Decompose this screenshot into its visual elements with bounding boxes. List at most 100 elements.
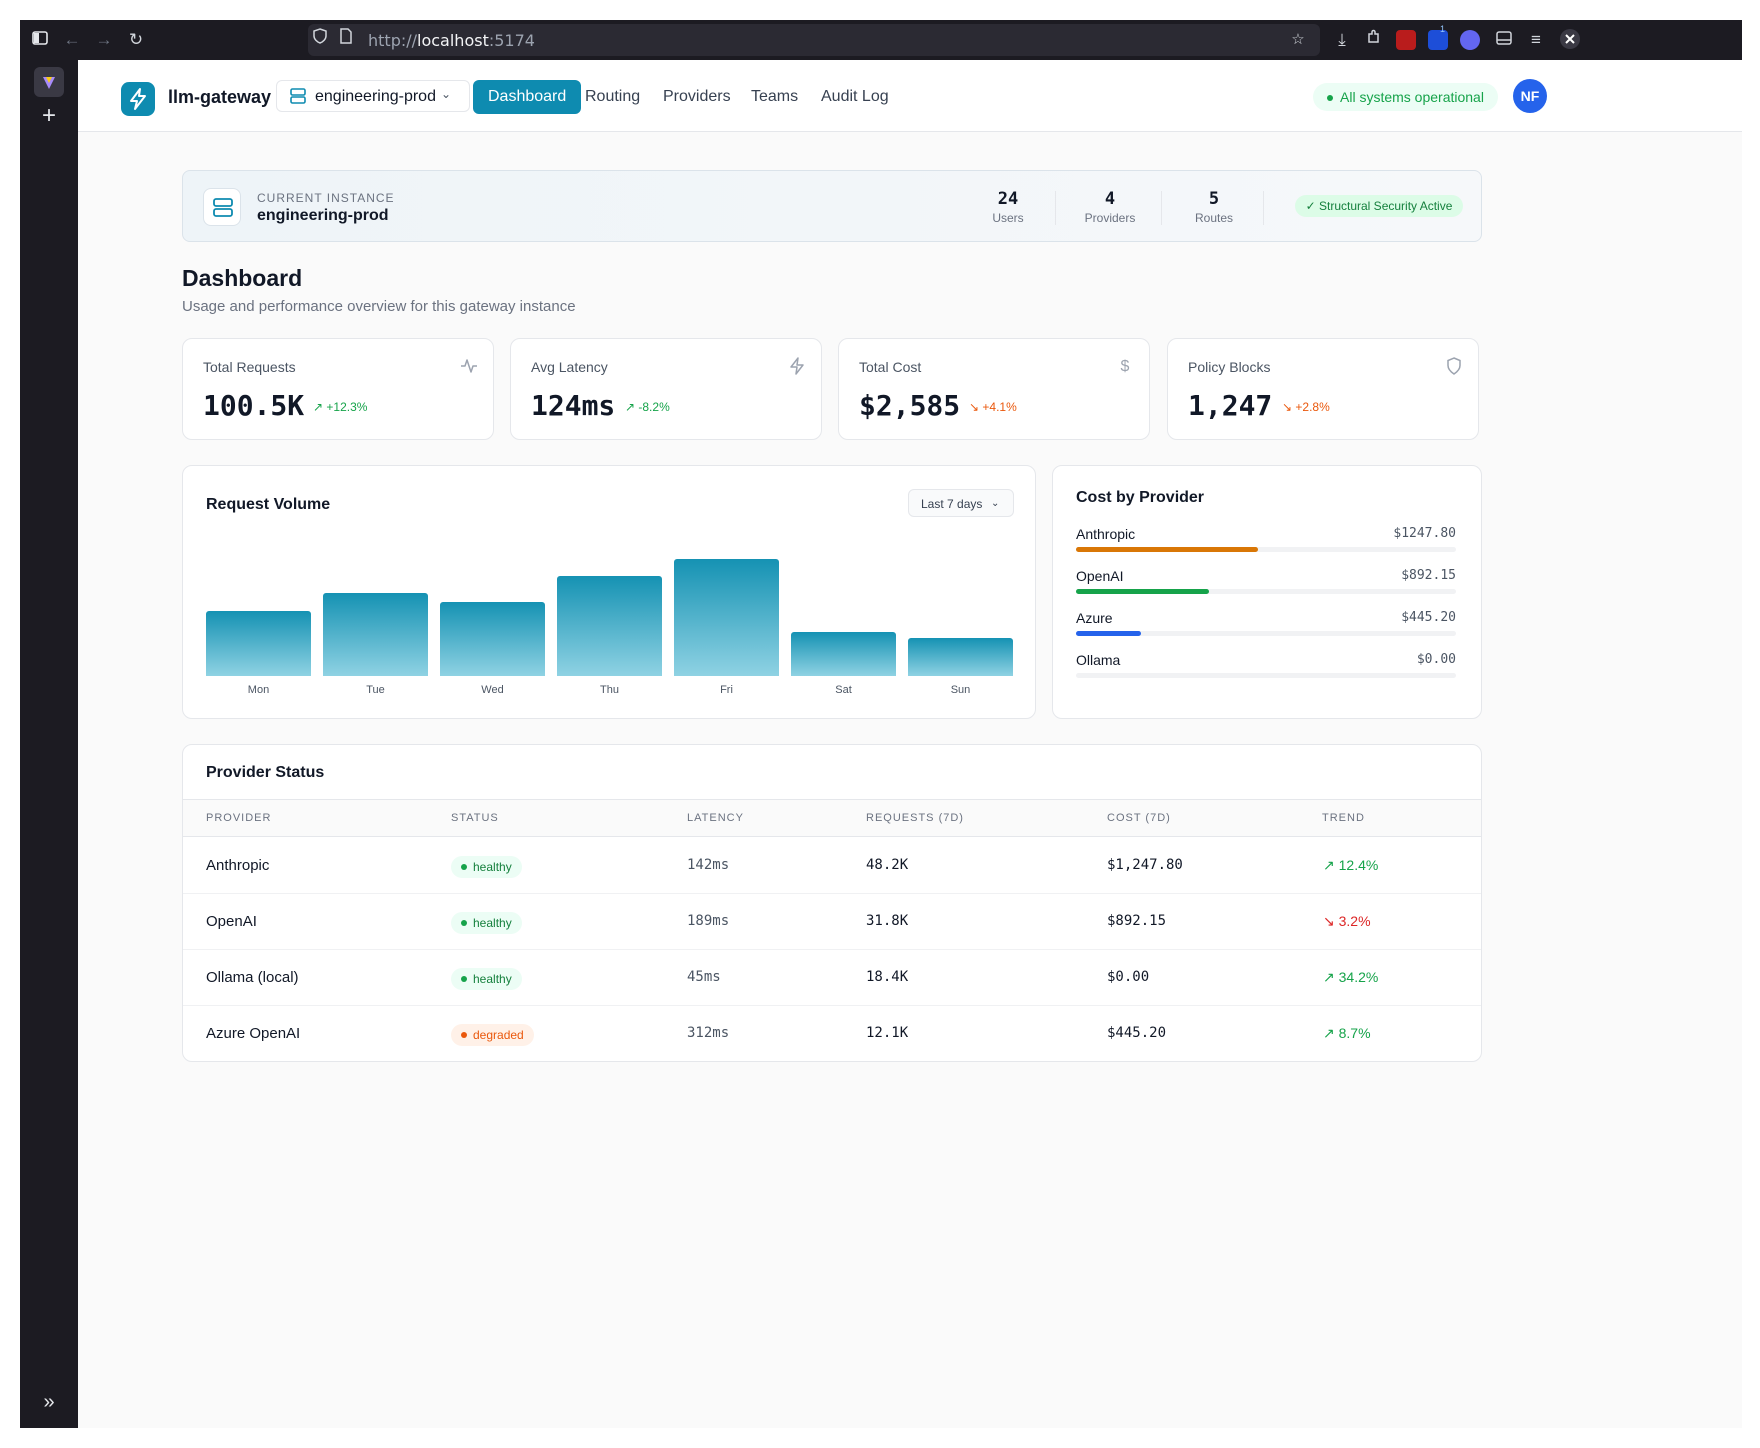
add-panel-icon[interactable]: + (41, 102, 56, 129)
requests-value: 31.8K (866, 913, 909, 929)
date-range-value: Last 7 days (921, 497, 983, 511)
forward-icon[interactable]: → (95, 30, 113, 49)
chart-bar[interactable] (908, 638, 1013, 676)
close-window-icon[interactable] (1558, 28, 1582, 52)
status-badge: degraded (451, 1024, 534, 1046)
stat-value: 5 (1208, 189, 1220, 209)
url-bar[interactable]: http://localhost:5174 ☆ (308, 24, 1320, 56)
extensions-icon[interactable] (1362, 28, 1386, 52)
shield-icon[interactable] (310, 28, 330, 52)
chart-bar[interactable] (440, 602, 545, 676)
trend-value: ↗ 12.4% (1323, 857, 1378, 874)
arrow-up-right-icon: ↗ (1323, 1025, 1339, 1041)
ublock-icon[interactable] (1396, 30, 1416, 50)
column-header[interactable]: COST (7D) (1107, 812, 1171, 824)
instance-selector-label: engineering-prod (315, 88, 436, 105)
stat-label: Routes (1194, 211, 1234, 225)
column-header[interactable]: PROVIDER (206, 812, 272, 824)
stat-value: 4 (1104, 189, 1116, 209)
app-header: llm-gateway engineering-prod ⌄ Dashboard… (78, 60, 1742, 132)
cost-progress-track (1076, 547, 1456, 552)
provider-name: Ollama (local) (206, 969, 299, 986)
requests-value: 48.2K (866, 857, 909, 873)
column-header[interactable]: REQUESTS (7D) (866, 812, 964, 824)
menu-icon[interactable]: ≡ (1531, 30, 1541, 49)
instance-banner: CURRENT INSTANCE engineering-prod 24 Use… (182, 170, 1482, 242)
status-badge: healthy (451, 856, 522, 878)
arrow-up-right-icon: ↗ (1323, 857, 1339, 873)
chart-bar[interactable] (323, 593, 428, 676)
stat-card-delta: ↗ -8.2% (625, 400, 670, 414)
chart-x-label: Thu (600, 684, 619, 696)
status-dot-icon (461, 864, 467, 870)
chart-bar[interactable] (206, 611, 311, 676)
arrow-up-right-icon: ↗ (1323, 969, 1339, 985)
divider (1161, 191, 1162, 225)
trend-value: ↘ 3.2% (1323, 913, 1371, 930)
nav-dashboard[interactable]: Dashboard (473, 80, 582, 114)
sidebar-app-icon[interactable] (34, 67, 64, 97)
stat-card-value: $2,585 (859, 389, 961, 422)
reader-view-icon[interactable] (1492, 28, 1516, 52)
stat-card-delta-value: +12.3% (326, 400, 368, 414)
table-row[interactable]: Ollama (local) healthy 45ms 18.4K $0.00 ↗ 34.… (183, 950, 1481, 1006)
table-row[interactable]: Anthropic healthy 142ms 48.2K $1,247.80 ↗ 12.… (183, 838, 1481, 894)
status-text: healthy (473, 916, 512, 930)
reload-icon[interactable]: ↻ (128, 30, 144, 49)
nav-routing[interactable]: Routing (585, 88, 641, 105)
trend-text: 34.2% (1338, 969, 1379, 985)
cost-provider-name: Azure (1076, 610, 1113, 626)
stat-card-delta-value: +2.8% (1295, 400, 1330, 414)
url-text[interactable]: http://localhost:5174 (368, 31, 535, 50)
stat-label: Users (992, 211, 1024, 225)
stat-card-delta: ↗ +12.3% (313, 400, 367, 414)
column-header[interactable]: LATENCY (687, 812, 744, 824)
stat-card-title: Avg Latency (531, 359, 608, 375)
downloads-icon[interactable]: ⤓ (1338, 30, 1346, 49)
status-dot-icon (461, 1032, 467, 1038)
dollar-icon: $ (1120, 358, 1130, 375)
cost-progress-track (1076, 631, 1456, 636)
chart-bar[interactable] (557, 576, 662, 676)
instance-selector[interactable]: engineering-prod ⌄ (276, 80, 470, 112)
column-header[interactable]: TREND (1322, 812, 1365, 824)
cost-progress-fill (1076, 631, 1141, 636)
card-title: Cost by Provider (1076, 489, 1205, 506)
stat-card-title: Policy Blocks (1188, 359, 1271, 375)
cost-progress-fill (1076, 589, 1209, 594)
bookmark-star-icon[interactable]: ☆ (1291, 31, 1305, 48)
sidebar-toggle-icon[interactable] (28, 28, 52, 52)
avatar[interactable]: NF (1513, 79, 1547, 113)
status-text: healthy (473, 972, 512, 986)
chart-x-label: Tue (366, 684, 385, 696)
instance-stat-users: 24 Users (963, 189, 1053, 225)
cost-value: $892.15 (1107, 913, 1167, 929)
cost-by-provider-card: Cost by Provider Anthropic $1247.80 OpenAI… (1052, 465, 1482, 719)
arrow-down-right-icon: ↘ (1323, 913, 1339, 929)
brand-name[interactable]: llm-gateway (168, 87, 272, 107)
latency-value: 45ms (687, 969, 721, 985)
provider-name: Azure OpenAI (206, 1025, 301, 1042)
instance-name: engineering-prod (257, 207, 389, 224)
cost-progress-track (1076, 673, 1456, 678)
back-icon[interactable]: ← (63, 30, 81, 49)
table-row[interactable]: OpenAI healthy 189ms 31.8K $892.15 ↘ 3.2% (183, 894, 1481, 950)
chart-bar[interactable] (791, 632, 896, 676)
column-header[interactable]: STATUS (451, 812, 499, 824)
nav-teams[interactable]: Teams (751, 88, 799, 105)
arrow-down-right-icon: ↘ (1282, 400, 1296, 414)
stat-card-delta-value: +4.1% (982, 400, 1017, 414)
provider-status-card: Provider Status PROVIDER STATUS LATENCY … (182, 744, 1482, 1062)
extension-icon[interactable] (1460, 30, 1480, 50)
stat-card-value: 100.5K (203, 389, 305, 422)
nav-audit-log[interactable]: Audit Log (821, 88, 889, 105)
date-range-select[interactable]: Last 7 days ⌄ (908, 489, 1014, 517)
table-row[interactable]: Azure OpenAI degraded 312ms 12.1K $445.20 ↗ 8… (183, 1006, 1481, 1061)
logo-icon[interactable] (121, 82, 155, 116)
expand-sidebar-icon[interactable]: » (43, 1391, 55, 1413)
status-badge: healthy (451, 912, 522, 934)
browser-toolbar: ← → ↻ http://localhost:5174 ☆ ⤓ 1 ≡ (20, 20, 1742, 60)
nav-providers[interactable]: Providers (663, 88, 731, 105)
chart-bar[interactable] (674, 559, 779, 676)
bitwarden-icon[interactable]: 1 (1428, 24, 1448, 50)
